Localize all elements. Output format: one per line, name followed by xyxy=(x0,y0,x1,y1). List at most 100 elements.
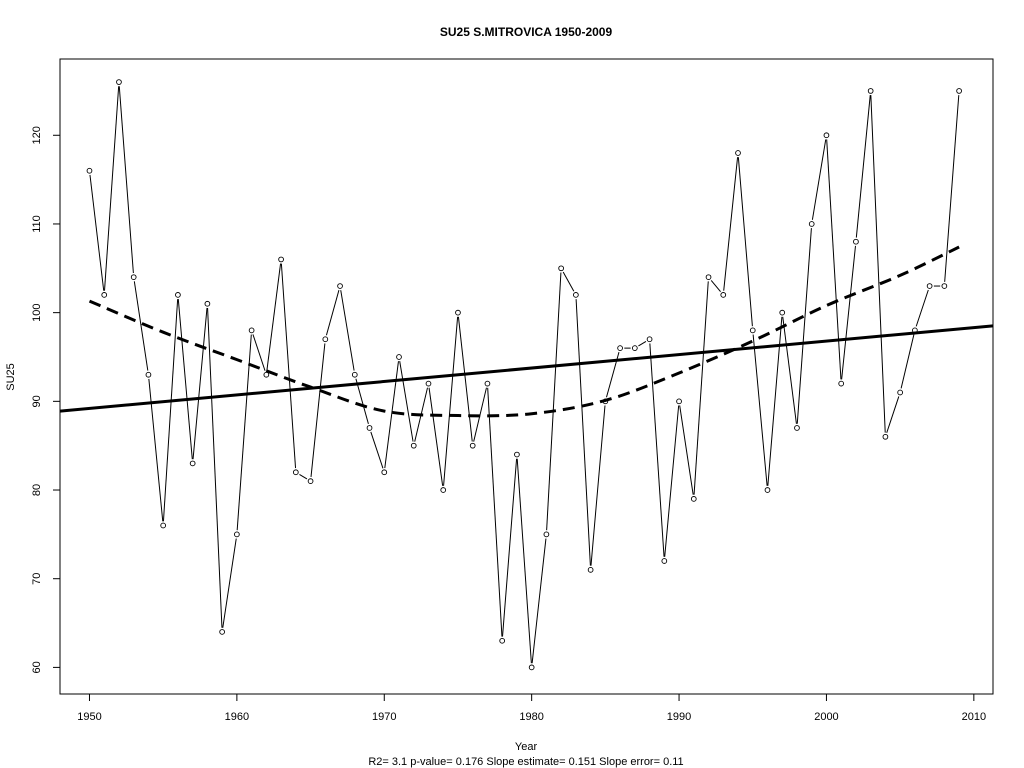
series-layer xyxy=(60,79,993,671)
data-point xyxy=(248,327,255,334)
series-segment xyxy=(886,396,900,433)
data-point xyxy=(322,336,329,343)
series-segment xyxy=(118,86,134,274)
series-segment xyxy=(502,458,518,637)
series-segment xyxy=(562,271,575,292)
y-tick-label: 100 xyxy=(31,303,43,321)
series-segment xyxy=(664,405,680,557)
chart-title: SU25 S.MITROVICA 1950-2009 xyxy=(440,25,613,39)
data-point xyxy=(234,531,240,538)
series-segment xyxy=(457,316,473,442)
data-point xyxy=(587,566,594,573)
data-point xyxy=(410,442,417,449)
data-point xyxy=(646,336,653,343)
series-segment xyxy=(870,95,886,433)
x-tick-label: 1950 xyxy=(77,711,101,723)
data-point xyxy=(396,354,402,360)
x-axis: 1950 1960 1970 1980 1990 2000 2010 xyxy=(77,693,986,723)
data-point xyxy=(794,425,800,431)
data-point xyxy=(558,265,564,272)
data-point xyxy=(425,380,432,387)
series-segment xyxy=(192,307,208,460)
data-point xyxy=(749,327,756,334)
data-point xyxy=(779,309,786,316)
series-segment xyxy=(399,361,414,442)
data-point xyxy=(882,433,889,440)
series-segment xyxy=(355,378,369,425)
data-point xyxy=(189,460,196,467)
x-tick-label: 2000 xyxy=(814,711,838,723)
series-segment xyxy=(280,263,297,469)
data-point xyxy=(705,274,712,281)
data-point xyxy=(690,496,697,502)
data-point xyxy=(160,522,167,529)
data-point xyxy=(351,371,358,378)
data-point xyxy=(307,478,314,485)
series-segment xyxy=(782,316,797,424)
x-tick-label: 1990 xyxy=(667,711,691,723)
series-segment xyxy=(89,174,105,291)
data-point xyxy=(514,451,520,458)
series-segment xyxy=(325,289,340,336)
data-point xyxy=(130,274,137,281)
data-point xyxy=(175,292,181,298)
series-segment xyxy=(944,95,960,282)
x-tick-label: 1970 xyxy=(372,711,396,723)
series-segment xyxy=(811,139,827,220)
series-segment xyxy=(207,307,223,628)
series-segment xyxy=(693,281,709,495)
data-point xyxy=(366,425,373,431)
series-segment xyxy=(516,458,532,664)
series-segment xyxy=(900,334,915,389)
data-point xyxy=(528,664,535,671)
series-segment xyxy=(649,343,665,557)
data-point xyxy=(926,283,933,289)
series-segment xyxy=(710,280,721,292)
data-point xyxy=(484,380,491,387)
series-segment xyxy=(679,405,694,495)
data-point xyxy=(720,292,727,298)
y-axis-label: SU25 xyxy=(5,363,17,391)
data-point xyxy=(204,300,211,307)
series-segment xyxy=(310,343,326,478)
series-segment xyxy=(236,334,252,531)
series-segment xyxy=(177,299,193,460)
y-tick-label: 80 xyxy=(31,484,43,496)
series-segment xyxy=(590,405,606,566)
data-point xyxy=(145,371,152,378)
series-segment xyxy=(546,272,562,531)
data-point xyxy=(838,380,845,387)
data-point xyxy=(543,531,550,538)
plot-area xyxy=(60,79,993,671)
y-tick-label: 90 xyxy=(31,395,43,407)
series-segment xyxy=(796,228,812,424)
linear-trend-line xyxy=(60,324,993,413)
series-segment xyxy=(370,431,384,469)
data-point xyxy=(573,292,579,298)
series-segment xyxy=(266,263,282,371)
series-segment xyxy=(855,95,871,238)
data-point xyxy=(956,88,962,94)
series-segment xyxy=(638,340,647,347)
series-segment xyxy=(737,157,753,327)
data-point xyxy=(381,469,388,476)
data-point xyxy=(440,487,447,493)
series-segment xyxy=(222,538,237,628)
series-segment xyxy=(723,157,739,291)
series-segment xyxy=(340,290,355,371)
x-axis-label: Year xyxy=(515,741,538,753)
y-tick-label: 110 xyxy=(31,215,43,233)
data-point xyxy=(897,389,903,396)
chart-subtitle: R2= 3.1 p-value= 0.176 Slope estimate= 0… xyxy=(368,756,683,768)
data-point xyxy=(853,238,859,245)
data-point xyxy=(499,637,506,644)
data-point xyxy=(116,79,122,85)
series-segment xyxy=(575,299,591,566)
x-tick-label: 1960 xyxy=(225,711,249,723)
series-segment xyxy=(299,474,308,480)
series-segment xyxy=(252,334,266,371)
series-segment xyxy=(133,281,149,371)
data-point xyxy=(219,629,225,635)
